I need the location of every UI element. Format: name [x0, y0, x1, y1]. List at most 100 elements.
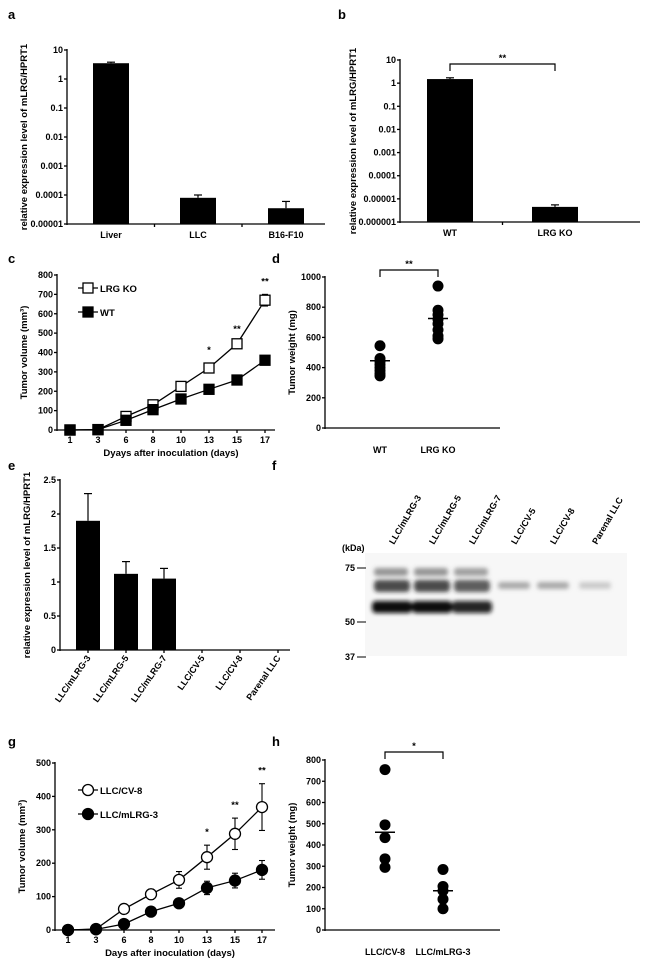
western-blot: 75 50 37 (kDa) LLC/mLRG-3 LLC/mLRG-5 LLC/mLRG-…: [342, 493, 627, 662]
significance-label: **: [405, 259, 413, 270]
bar: [93, 63, 129, 224]
legend-marker: [81, 783, 95, 797]
data-point: [379, 819, 391, 831]
x-tick-label: LLC/mLRG-5: [91, 653, 131, 704]
x-tick-label: 13: [204, 435, 214, 445]
y-tick-label: 200: [306, 883, 321, 893]
y-tick-label: 200: [306, 393, 321, 403]
y-axis-label: Tumor volume (mm³): [19, 306, 30, 400]
band-65kda: [579, 582, 611, 589]
band-70kda: [374, 568, 408, 576]
x-tick-label: LRG KO: [421, 445, 456, 455]
significance-bracket: [449, 63, 556, 71]
x-tick-label: LRG KO: [538, 228, 573, 238]
y-tick-label: 300: [36, 825, 51, 835]
x-tick-label: 10: [174, 935, 184, 945]
data-point: [379, 832, 391, 844]
panel-label-g: g: [8, 734, 16, 749]
y-tick-label: 0: [46, 925, 51, 935]
legend-label: LLC/CV-8: [100, 786, 142, 797]
data-point: [374, 340, 386, 352]
lane-label: LLC/mLRG-5: [427, 493, 463, 546]
y-axis-label: relative expression level of mLRG/HPRT1: [19, 43, 30, 230]
data-point: [120, 414, 132, 426]
lane-label: LLC/CV-5: [509, 506, 538, 546]
y-tick-label: 800: [306, 302, 321, 312]
x-tick-label: 1: [65, 935, 70, 945]
x-tick-label: 8: [150, 435, 155, 445]
lane-label: LLC/mLRG-7: [467, 493, 503, 546]
x-tick-label: Liver: [100, 230, 122, 240]
panel-label-d: d: [272, 251, 280, 266]
x-tick-label: 15: [232, 435, 242, 445]
x-tick-label: 17: [260, 435, 270, 445]
data-point: [175, 380, 187, 393]
x-tick-label: LLC/CV-8: [365, 947, 405, 957]
data-point: [379, 861, 391, 873]
data-point: [92, 423, 104, 436]
data-point: [379, 764, 391, 776]
data-point: [144, 905, 158, 918]
band-65kda: [454, 580, 490, 592]
y-tick-label: 700: [38, 289, 53, 299]
y-tick-label: 300: [306, 861, 321, 871]
bar: [532, 206, 578, 222]
y-tick-label: 300: [38, 367, 53, 377]
data-point: [64, 424, 76, 436]
data-point: [228, 874, 242, 887]
x-tick-label: 1: [67, 435, 72, 445]
marker-label: 50: [345, 617, 355, 627]
data-point: [379, 853, 391, 865]
legend-label: LLC/mLRG-3: [100, 810, 158, 821]
bar: [180, 197, 216, 224]
band-65kda: [374, 580, 410, 592]
y-tick-label: 2: [51, 509, 56, 519]
legend-marker: [82, 282, 94, 294]
data-point: [172, 873, 186, 887]
y-tick-label: 0.001: [373, 148, 396, 158]
y-tick-label: 100: [306, 904, 321, 914]
legend-marker: [81, 807, 95, 821]
band-70kda: [454, 568, 488, 576]
x-tick-label: 13: [202, 935, 212, 945]
x-tick-label: 3: [95, 435, 100, 445]
y-tick-label: 500: [306, 819, 321, 829]
band-50kda: [452, 601, 492, 613]
y-tick-label: 100: [36, 892, 51, 902]
data-point: [432, 280, 444, 292]
x-tick-label: 8: [148, 935, 153, 945]
y-axis-label: Tumor weight (mg): [287, 803, 298, 888]
y-tick-label: 400: [306, 840, 321, 850]
y-tick-label: 0.001: [40, 161, 63, 171]
x-tick-label: 10: [176, 435, 186, 445]
blot-bands: [372, 568, 611, 613]
x-tick-label: WT: [443, 228, 457, 238]
x-tick-label: B16-F10: [268, 230, 303, 240]
y-tick-label: 200: [38, 386, 53, 396]
data-point: [255, 863, 269, 877]
y-tick-label: 600: [38, 309, 53, 319]
marker-label: 37: [345, 652, 355, 662]
panel-label-c: c: [8, 251, 15, 266]
y-tick-label: 0.0001: [368, 171, 396, 181]
data-point: [432, 333, 444, 345]
data-point: [231, 374, 243, 386]
panel-label-e: e: [8, 458, 15, 473]
significance-label: *: [412, 741, 416, 752]
data-point: [437, 893, 449, 905]
data-point: [200, 881, 214, 895]
y-tick-label: 0.1: [50, 103, 63, 113]
panel-label-f: f: [272, 458, 277, 473]
significance-label: *: [207, 345, 211, 356]
chart-panel-b: 0.000001 0.00001 0.0001 0.001 0.01 0.1 1 10 rela…: [348, 47, 640, 238]
x-tick-label: 3: [93, 935, 98, 945]
y-axis-label: Tumor weight (mg): [287, 310, 298, 395]
bar: [76, 520, 100, 650]
y-axis-label: Tumor volume (mm³): [17, 800, 28, 894]
x-tick-label: 6: [121, 935, 126, 945]
data-point: [144, 888, 158, 901]
panel-label-h: h: [272, 734, 280, 749]
y-tick-label: 0: [316, 423, 321, 433]
